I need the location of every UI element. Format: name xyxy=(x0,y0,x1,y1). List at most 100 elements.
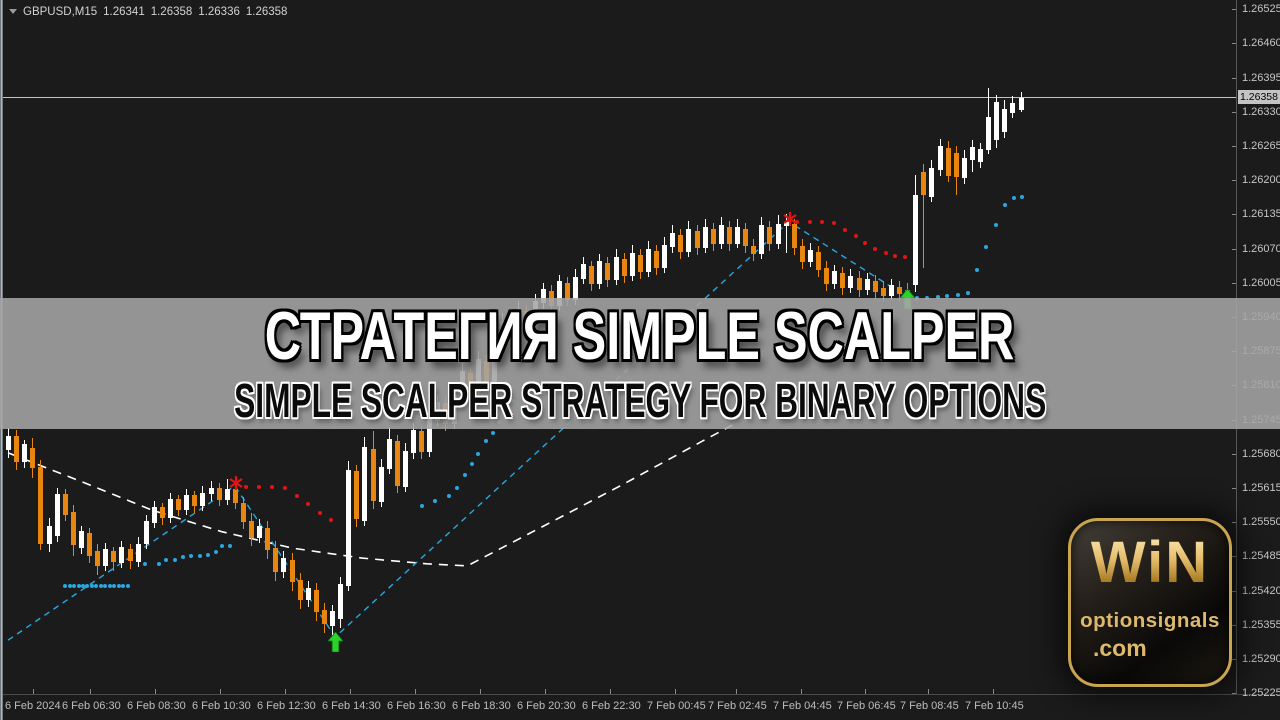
sar-dot xyxy=(85,584,90,589)
current-price-line xyxy=(0,97,1236,98)
candle-bull xyxy=(581,263,587,280)
candle-bull xyxy=(386,439,392,470)
sar-dot xyxy=(455,486,460,491)
candle-wick xyxy=(923,163,925,269)
candle-bear xyxy=(30,448,36,469)
candle-bear xyxy=(816,251,821,271)
candle-bull xyxy=(702,227,708,249)
candle-bull xyxy=(961,158,967,179)
sell-trail-dot xyxy=(328,518,333,523)
price-axis-tick xyxy=(1232,214,1236,216)
time-axis-label: 6 Feb 18:30 xyxy=(452,700,511,712)
sar-dot xyxy=(220,543,225,548)
candle-bear xyxy=(62,493,68,515)
time-axis-tick xyxy=(928,689,929,694)
candle-bull xyxy=(686,229,692,252)
candle-bear xyxy=(743,229,749,246)
candle-bear xyxy=(159,507,165,519)
sar-dot xyxy=(205,552,210,557)
candle-bear xyxy=(637,254,643,272)
candle-bear xyxy=(897,287,902,294)
time-axis-label: 7 Feb 08:45 xyxy=(900,700,959,712)
time-axis-tick xyxy=(33,689,34,694)
candle-bull xyxy=(670,232,676,247)
candle-bull xyxy=(597,261,603,284)
sell-trail-dot xyxy=(843,228,848,233)
price-axis-label: 1.26200 xyxy=(1242,174,1280,187)
time-axis-tick xyxy=(736,689,737,694)
sar-dot xyxy=(993,222,998,227)
sell-trail-dot xyxy=(893,253,898,258)
candle-bull xyxy=(848,275,854,289)
candle-bull xyxy=(338,583,344,620)
logo-win-text: WiN xyxy=(1090,530,1210,595)
symbol-dropdown-icon[interactable] xyxy=(9,9,17,15)
time-axis-label: 6 Feb 22:30 xyxy=(582,700,641,712)
candle-bull xyxy=(978,149,983,163)
sar-dot xyxy=(163,558,168,563)
candle-bear xyxy=(751,245,757,254)
candle-bull xyxy=(986,117,992,151)
candle-bull xyxy=(200,492,206,506)
time-axis-line xyxy=(0,694,1280,695)
candle-bull xyxy=(573,277,578,301)
candle-bull xyxy=(411,430,416,453)
candle-bear xyxy=(872,281,878,293)
candle-bear xyxy=(654,251,659,269)
candle-bear xyxy=(880,288,886,296)
candle-bear xyxy=(394,441,400,486)
cyan-zigzag-line xyxy=(7,220,908,641)
sar-dot xyxy=(98,584,103,589)
sar-dot xyxy=(81,584,86,589)
open-value: 1.26341 xyxy=(103,6,145,18)
candle-bear xyxy=(726,227,732,244)
candle-bear xyxy=(249,521,254,539)
time-axis-label: 6 Feb 12:30 xyxy=(257,700,316,712)
candle-bull xyxy=(759,224,765,254)
price-axis-label: 1.26330 xyxy=(1242,105,1280,118)
price-axis-label: 1.26460 xyxy=(1242,37,1280,50)
candle-bull xyxy=(305,588,311,601)
sell-trail-dot xyxy=(883,250,888,255)
candle-bear xyxy=(678,234,684,252)
sar-dot xyxy=(172,558,177,563)
candle-bull xyxy=(1002,109,1008,133)
candle-bear xyxy=(95,551,101,566)
candle-bear xyxy=(127,549,133,562)
sar-dot xyxy=(89,584,94,589)
sar-dot xyxy=(107,584,112,589)
sell-trail-dot xyxy=(873,247,878,252)
sar-dot xyxy=(1002,202,1007,207)
time-axis-label: 6 Feb 14:30 xyxy=(322,700,381,712)
strategy-banner: СТРАТЕГИЯ SIMPLE SCALPER SIMPLE SCALPER … xyxy=(0,298,1280,429)
sell-trail-dot xyxy=(863,240,868,245)
price-axis-tick xyxy=(1232,248,1236,250)
candle-bear xyxy=(945,148,951,176)
sar-dot xyxy=(447,493,452,498)
time-axis-tick xyxy=(90,689,91,694)
candle-bear xyxy=(799,245,805,263)
candle-bear xyxy=(589,265,595,284)
price-axis-tick xyxy=(1232,9,1236,11)
price-axis-tick xyxy=(1232,590,1236,592)
candle-bull xyxy=(718,224,724,244)
sar-dot xyxy=(462,472,467,477)
banner-title: СТРАТЕГИЯ SIMPLE SCALPER xyxy=(265,297,1015,374)
sar-dot xyxy=(188,553,193,558)
candle-bull xyxy=(937,145,943,171)
candle-bull xyxy=(629,252,635,276)
candle-bear xyxy=(216,488,222,501)
time-axis-label: 6 Feb 20:30 xyxy=(517,700,576,712)
sar-dot xyxy=(142,562,147,567)
candle-bull xyxy=(119,547,125,563)
price-axis-tick xyxy=(1232,145,1236,147)
candle-bull xyxy=(184,494,190,511)
price-axis-tick xyxy=(1232,180,1236,182)
price-axis-tick xyxy=(1232,453,1236,455)
sell-trail-dot xyxy=(306,501,311,506)
time-axis-label: 6 Feb 06:30 xyxy=(62,700,121,712)
sar-dot xyxy=(1011,196,1016,201)
candle-bear xyxy=(921,172,927,195)
price-axis-label: 1.25680 xyxy=(1242,447,1280,460)
sell-trail-dot xyxy=(269,485,274,489)
